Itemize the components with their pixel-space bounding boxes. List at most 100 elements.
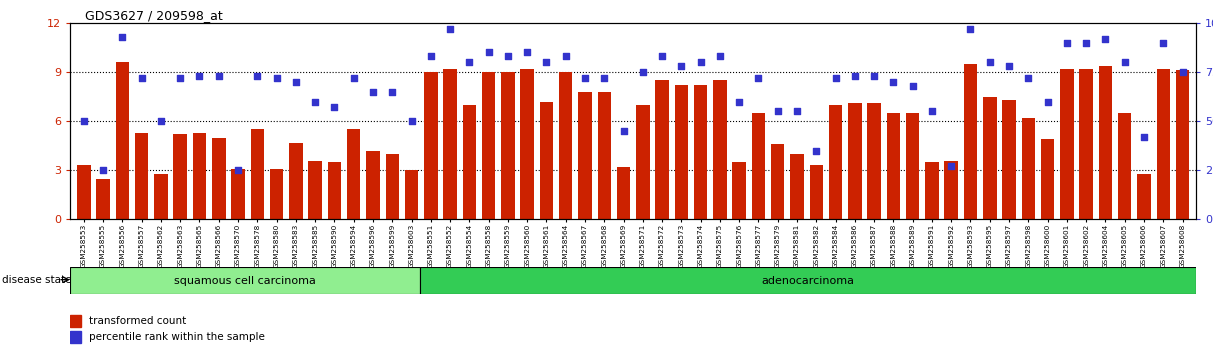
- Bar: [926, 162, 939, 219]
- Bar: [386, 154, 399, 219]
- Point: [1095, 36, 1115, 41]
- Point: [74, 118, 93, 124]
- Bar: [1175, 70, 1189, 219]
- Bar: [1060, 69, 1074, 219]
- Point: [961, 26, 980, 32]
- Point: [460, 59, 479, 65]
- Bar: [771, 144, 785, 219]
- Point: [1019, 75, 1038, 81]
- Point: [672, 63, 691, 69]
- Point: [748, 75, 768, 81]
- Bar: [462, 105, 475, 219]
- Point: [132, 75, 152, 81]
- Point: [575, 75, 594, 81]
- Bar: [906, 113, 919, 219]
- Bar: [78, 165, 91, 219]
- Bar: [674, 85, 688, 219]
- Bar: [405, 170, 418, 219]
- Bar: [733, 162, 746, 219]
- Point: [711, 53, 730, 59]
- Text: GDS3627 / 209598_at: GDS3627 / 209598_at: [85, 9, 223, 22]
- Bar: [655, 80, 668, 219]
- Bar: [154, 174, 167, 219]
- Bar: [752, 113, 765, 219]
- Bar: [809, 165, 824, 219]
- Point: [729, 99, 748, 104]
- Point: [1038, 99, 1058, 104]
- Point: [922, 109, 941, 114]
- Point: [614, 128, 633, 134]
- Point: [228, 167, 247, 173]
- Bar: [848, 103, 861, 219]
- Point: [171, 75, 190, 81]
- Bar: [443, 69, 457, 219]
- Point: [363, 89, 382, 95]
- Point: [653, 53, 672, 59]
- Point: [93, 167, 113, 173]
- Bar: [232, 169, 245, 219]
- Bar: [308, 161, 321, 219]
- Point: [865, 73, 884, 79]
- Bar: [1041, 139, 1054, 219]
- Bar: [945, 161, 958, 219]
- Text: squamous cell carcinoma: squamous cell carcinoma: [175, 275, 315, 286]
- Bar: [983, 97, 997, 219]
- Bar: [579, 92, 592, 219]
- Point: [421, 53, 440, 59]
- Bar: [193, 133, 206, 219]
- Bar: [1099, 65, 1112, 219]
- Point: [941, 164, 961, 169]
- Point: [325, 105, 344, 110]
- Bar: [887, 113, 900, 219]
- Bar: [540, 102, 553, 219]
- Point: [440, 26, 460, 32]
- Point: [499, 53, 518, 59]
- Point: [479, 50, 499, 55]
- Point: [1173, 69, 1192, 75]
- Bar: [1021, 118, 1035, 219]
- Point: [807, 148, 826, 154]
- Point: [556, 53, 575, 59]
- Point: [902, 83, 922, 89]
- Bar: [70, 315, 81, 327]
- Point: [518, 50, 537, 55]
- Bar: [964, 64, 978, 219]
- Bar: [115, 62, 129, 219]
- Bar: [251, 130, 264, 219]
- Point: [1000, 63, 1019, 69]
- Bar: [425, 72, 438, 219]
- Bar: [135, 133, 148, 219]
- Point: [267, 75, 286, 81]
- Bar: [482, 72, 495, 219]
- Bar: [1002, 100, 1015, 219]
- Point: [1154, 40, 1173, 45]
- Point: [152, 118, 171, 124]
- Bar: [366, 151, 380, 219]
- Bar: [694, 85, 707, 219]
- Text: adenocarcinoma: adenocarcinoma: [762, 275, 854, 286]
- Point: [1115, 59, 1134, 65]
- Bar: [867, 103, 881, 219]
- Point: [344, 75, 364, 81]
- Text: transformed count: transformed count: [90, 316, 187, 326]
- Bar: [559, 72, 573, 219]
- Bar: [713, 80, 727, 219]
- Bar: [289, 143, 302, 219]
- Bar: [420, 267, 1196, 294]
- Bar: [212, 138, 226, 219]
- Bar: [96, 178, 110, 219]
- Bar: [1156, 69, 1171, 219]
- Point: [209, 73, 228, 79]
- Text: percentile rank within the sample: percentile rank within the sample: [90, 332, 266, 342]
- Point: [884, 79, 904, 85]
- Text: disease state: disease state: [2, 275, 72, 285]
- Bar: [501, 72, 514, 219]
- Point: [1076, 40, 1095, 45]
- Point: [594, 75, 614, 81]
- Point: [845, 73, 865, 79]
- Point: [691, 59, 711, 65]
- Bar: [598, 92, 611, 219]
- Point: [286, 79, 306, 85]
- Bar: [1118, 113, 1132, 219]
- Point: [1058, 40, 1077, 45]
